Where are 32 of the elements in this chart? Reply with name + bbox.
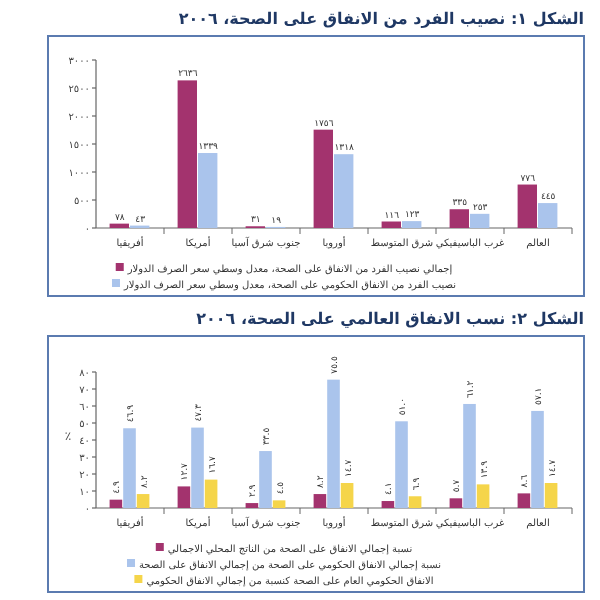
bar <box>470 213 490 228</box>
bar <box>395 421 408 508</box>
bar <box>136 494 150 508</box>
bar <box>531 410 544 508</box>
bar <box>517 184 537 228</box>
bar <box>123 428 136 508</box>
bar <box>463 403 476 508</box>
bar <box>408 496 422 508</box>
bar <box>204 479 218 508</box>
bar <box>109 499 123 508</box>
bar <box>177 80 197 228</box>
bar <box>449 498 463 508</box>
chart-title: الشكل ١: نصيب الفرد من الانفاق على الصحة، ٢٠٠٦ <box>178 10 585 28</box>
bar <box>313 494 327 508</box>
bar <box>272 500 286 508</box>
chart-title: الشكل ٢: نسب الانفاق العالمي على الصحة، ٢٠٠٦ <box>196 310 585 328</box>
bar <box>177 486 191 508</box>
bar <box>327 379 340 508</box>
bar <box>381 501 395 508</box>
bar <box>198 153 218 228</box>
bar <box>449 209 469 228</box>
bar <box>544 483 558 508</box>
bar <box>538 203 558 228</box>
bar <box>476 484 490 508</box>
bar <box>340 483 354 508</box>
bar <box>517 493 531 508</box>
bar <box>381 221 401 228</box>
bar <box>313 129 333 228</box>
bar <box>334 154 354 228</box>
bar <box>402 221 422 228</box>
bar <box>191 427 204 508</box>
bar <box>259 451 272 508</box>
